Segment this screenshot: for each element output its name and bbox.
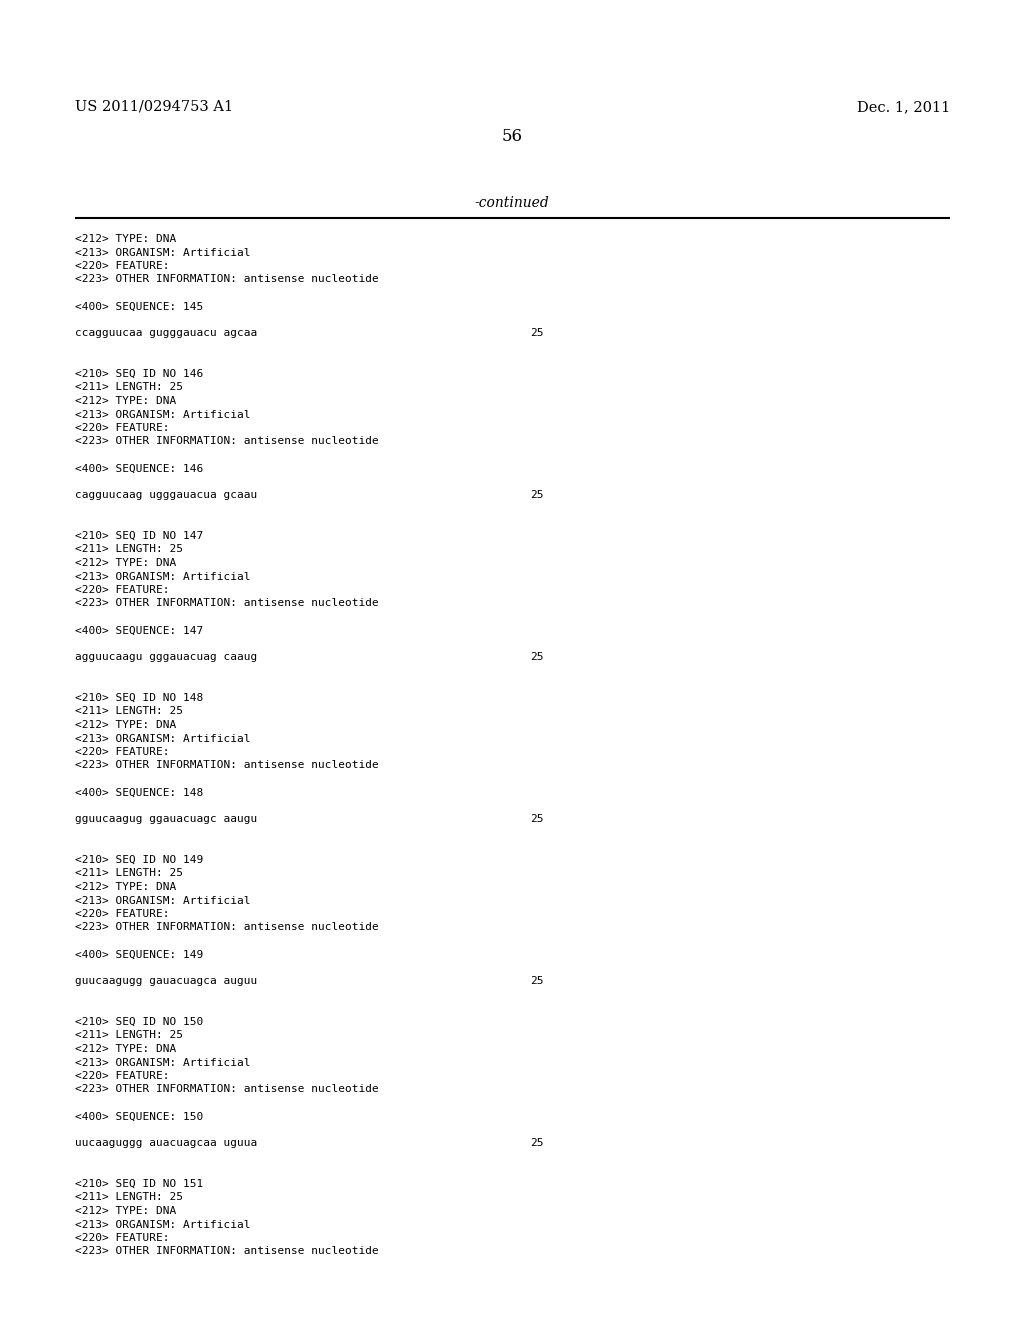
Text: <213> ORGANISM: Artificial: <213> ORGANISM: Artificial <box>75 1057 251 1068</box>
Text: <213> ORGANISM: Artificial: <213> ORGANISM: Artificial <box>75 248 251 257</box>
Text: 25: 25 <box>530 814 544 825</box>
Text: <213> ORGANISM: Artificial: <213> ORGANISM: Artificial <box>75 895 251 906</box>
Text: <210> SEQ ID NO 148: <210> SEQ ID NO 148 <box>75 693 203 704</box>
Text: <400> SEQUENCE: 148: <400> SEQUENCE: 148 <box>75 788 203 797</box>
Text: <220> FEATURE:: <220> FEATURE: <box>75 747 170 756</box>
Text: 56: 56 <box>502 128 522 145</box>
Text: 25: 25 <box>530 1138 544 1148</box>
Text: cagguucaag ugggauacua gcaau: cagguucaag ugggauacua gcaau <box>75 491 257 500</box>
Text: <400> SEQUENCE: 145: <400> SEQUENCE: 145 <box>75 301 203 312</box>
Text: <210> SEQ ID NO 149: <210> SEQ ID NO 149 <box>75 855 203 865</box>
Text: <212> TYPE: DNA: <212> TYPE: DNA <box>75 719 176 730</box>
Text: <220> FEATURE:: <220> FEATURE: <box>75 261 170 271</box>
Text: <223> OTHER INFORMATION: antisense nucleotide: <223> OTHER INFORMATION: antisense nucle… <box>75 923 379 932</box>
Text: <223> OTHER INFORMATION: antisense nucleotide: <223> OTHER INFORMATION: antisense nucle… <box>75 760 379 771</box>
Text: <213> ORGANISM: Artificial: <213> ORGANISM: Artificial <box>75 1220 251 1229</box>
Text: <211> LENGTH: 25: <211> LENGTH: 25 <box>75 544 183 554</box>
Text: <212> TYPE: DNA: <212> TYPE: DNA <box>75 234 176 244</box>
Text: <211> LENGTH: 25: <211> LENGTH: 25 <box>75 869 183 879</box>
Text: <400> SEQUENCE: 149: <400> SEQUENCE: 149 <box>75 949 203 960</box>
Text: <400> SEQUENCE: 150: <400> SEQUENCE: 150 <box>75 1111 203 1122</box>
Text: <220> FEATURE:: <220> FEATURE: <box>75 585 170 595</box>
Text: <400> SEQUENCE: 147: <400> SEQUENCE: 147 <box>75 626 203 635</box>
Text: ccagguucaa gugggauacu agcaa: ccagguucaa gugggauacu agcaa <box>75 329 257 338</box>
Text: <213> ORGANISM: Artificial: <213> ORGANISM: Artificial <box>75 734 251 743</box>
Text: 25: 25 <box>530 977 544 986</box>
Text: <220> FEATURE:: <220> FEATURE: <box>75 1233 170 1243</box>
Text: <210> SEQ ID NO 151: <210> SEQ ID NO 151 <box>75 1179 203 1189</box>
Text: <212> TYPE: DNA: <212> TYPE: DNA <box>75 882 176 892</box>
Text: agguucaagu gggauacuag caaug: agguucaagu gggauacuag caaug <box>75 652 257 663</box>
Text: <212> TYPE: DNA: <212> TYPE: DNA <box>75 1206 176 1216</box>
Text: 25: 25 <box>530 491 544 500</box>
Text: 25: 25 <box>530 329 544 338</box>
Text: <213> ORGANISM: Artificial: <213> ORGANISM: Artificial <box>75 572 251 582</box>
Text: guucaagugg gauacuagca auguu: guucaagugg gauacuagca auguu <box>75 977 257 986</box>
Text: <220> FEATURE:: <220> FEATURE: <box>75 1071 170 1081</box>
Text: <212> TYPE: DNA: <212> TYPE: DNA <box>75 558 176 568</box>
Text: <220> FEATURE:: <220> FEATURE: <box>75 422 170 433</box>
Text: <223> OTHER INFORMATION: antisense nucleotide: <223> OTHER INFORMATION: antisense nucle… <box>75 437 379 446</box>
Text: <210> SEQ ID NO 147: <210> SEQ ID NO 147 <box>75 531 203 541</box>
Text: <212> TYPE: DNA: <212> TYPE: DNA <box>75 1044 176 1053</box>
Text: <210> SEQ ID NO 146: <210> SEQ ID NO 146 <box>75 370 203 379</box>
Text: Dec. 1, 2011: Dec. 1, 2011 <box>857 100 950 114</box>
Text: US 2011/0294753 A1: US 2011/0294753 A1 <box>75 100 233 114</box>
Text: 25: 25 <box>530 652 544 663</box>
Text: <211> LENGTH: 25: <211> LENGTH: 25 <box>75 706 183 717</box>
Text: uucaaguggg auacuagcaa uguua: uucaaguggg auacuagcaa uguua <box>75 1138 257 1148</box>
Text: <400> SEQUENCE: 146: <400> SEQUENCE: 146 <box>75 463 203 474</box>
Text: <223> OTHER INFORMATION: antisense nucleotide: <223> OTHER INFORMATION: antisense nucle… <box>75 275 379 285</box>
Text: <223> OTHER INFORMATION: antisense nucleotide: <223> OTHER INFORMATION: antisense nucle… <box>75 1085 379 1094</box>
Text: -continued: -continued <box>475 195 549 210</box>
Text: <210> SEQ ID NO 150: <210> SEQ ID NO 150 <box>75 1016 203 1027</box>
Text: <213> ORGANISM: Artificial: <213> ORGANISM: Artificial <box>75 409 251 420</box>
Text: <211> LENGTH: 25: <211> LENGTH: 25 <box>75 1192 183 1203</box>
Text: gguucaagug ggauacuagc aaugu: gguucaagug ggauacuagc aaugu <box>75 814 257 825</box>
Text: <220> FEATURE:: <220> FEATURE: <box>75 909 170 919</box>
Text: <223> OTHER INFORMATION: antisense nucleotide: <223> OTHER INFORMATION: antisense nucle… <box>75 1246 379 1257</box>
Text: <223> OTHER INFORMATION: antisense nucleotide: <223> OTHER INFORMATION: antisense nucle… <box>75 598 379 609</box>
Text: <211> LENGTH: 25: <211> LENGTH: 25 <box>75 383 183 392</box>
Text: <211> LENGTH: 25: <211> LENGTH: 25 <box>75 1031 183 1040</box>
Text: <212> TYPE: DNA: <212> TYPE: DNA <box>75 396 176 407</box>
